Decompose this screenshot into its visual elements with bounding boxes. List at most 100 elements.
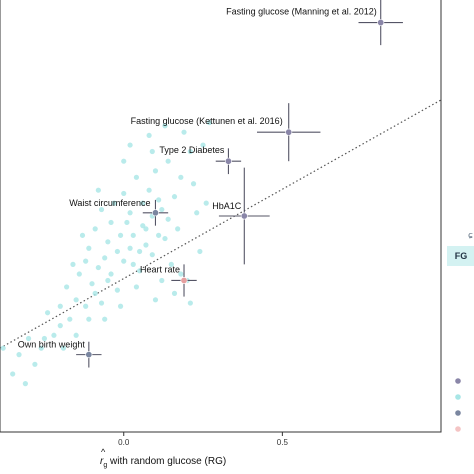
- background-point: [143, 226, 149, 232]
- background-point: [203, 200, 209, 206]
- point-marker: [224, 157, 232, 165]
- background-point: [140, 223, 146, 229]
- background-point: [117, 303, 124, 309]
- point-label: HbA1C: [212, 201, 242, 211]
- background-point: [127, 210, 133, 216]
- background-point: [86, 316, 92, 322]
- point-label: Own birth weight: [18, 340, 86, 350]
- highlighted-points: [85, 19, 385, 359]
- background-point: [152, 297, 159, 303]
- background-point: [162, 235, 168, 242]
- background-point: [102, 255, 108, 261]
- background-point: [16, 352, 22, 358]
- background-point: [175, 226, 181, 232]
- background-point: [73, 332, 79, 338]
- background-point: [111, 200, 117, 206]
- legend-dot: [455, 410, 461, 416]
- reference-line: [0, 99, 442, 349]
- background-point: [95, 264, 101, 271]
- background-point: [168, 261, 174, 267]
- x-axis-ticks: 0.0 0.5: [118, 432, 288, 447]
- background-point: [130, 261, 136, 267]
- point-labels: Fasting glucose (Manning et al. 2012) Fas…: [18, 7, 377, 350]
- background-point: [83, 258, 89, 264]
- background-point: [194, 210, 200, 216]
- point-marker: [285, 128, 293, 136]
- background-point: [67, 316, 73, 322]
- x-axis-label-symbol: r: [100, 456, 104, 467]
- legend-fragment-bg: [447, 246, 474, 266]
- x-axis-label-subscript: g: [103, 462, 107, 469]
- legend-dot: [455, 378, 461, 384]
- background-point: [162, 123, 168, 129]
- background-point: [105, 239, 111, 245]
- background-point: [76, 271, 82, 277]
- background-point: [25, 335, 32, 342]
- background-point: [171, 290, 178, 296]
- x-axis-label-hat: ^: [101, 447, 106, 457]
- background-point: [108, 271, 114, 277]
- background-point: [114, 287, 120, 293]
- background-point: [22, 381, 28, 387]
- background-point: [165, 158, 171, 164]
- point-label: Heart rate: [140, 264, 180, 274]
- background-point: [102, 316, 108, 322]
- background-point: [64, 284, 70, 290]
- background-point: [32, 361, 38, 367]
- background-point: [133, 174, 140, 180]
- background-point: [41, 335, 48, 342]
- background-point: [156, 197, 162, 203]
- point-marker: [85, 351, 93, 359]
- background-point: [190, 181, 197, 187]
- background-point: [181, 129, 187, 135]
- background-point: [114, 248, 120, 255]
- point-label: Type 2 Diabetes: [159, 145, 225, 155]
- background-point: [108, 219, 114, 226]
- legend-fragment-text: FG: [455, 251, 468, 261]
- background-point: [44, 310, 51, 316]
- background-point: [146, 132, 152, 139]
- background-point: [165, 216, 171, 222]
- background-point: [156, 232, 162, 238]
- background-point: [206, 119, 212, 126]
- point-marker: [240, 212, 248, 220]
- background-point: [121, 158, 127, 164]
- background-point: [124, 219, 130, 226]
- background-point: [121, 258, 127, 264]
- x-axis-label-text: with random glucose (RG): [107, 456, 226, 467]
- background-point: [117, 232, 124, 238]
- legend-dot: [455, 426, 461, 432]
- background-point: [197, 248, 203, 255]
- background-point: [73, 297, 79, 303]
- background-point: [152, 168, 159, 174]
- background-point: [171, 194, 178, 200]
- legend-fragment-glyph: ɕ: [468, 231, 473, 241]
- point-label: Waist circumference: [69, 198, 150, 208]
- background-point: [51, 332, 57, 338]
- background-point: [146, 187, 152, 193]
- background-point: [178, 271, 184, 277]
- background-point: [38, 345, 44, 351]
- x-tick-label: 0.0: [118, 438, 130, 447]
- background-point: [57, 323, 63, 329]
- background-point: [143, 242, 149, 248]
- legend-dots: [455, 378, 461, 432]
- background-point: [86, 245, 92, 251]
- x-tick-label: 0.5: [277, 438, 289, 447]
- background-point: [127, 245, 133, 251]
- point-marker: [180, 276, 188, 284]
- background-point: [89, 281, 95, 287]
- point-marker: [377, 19, 385, 27]
- background-point: [0, 345, 6, 351]
- background-point: [92, 290, 98, 296]
- background-point: [105, 277, 111, 284]
- legend-dot: [455, 394, 461, 400]
- background-point: [70, 261, 76, 267]
- point-label: Fasting glucose (Manning et al. 2012): [226, 7, 377, 17]
- background-point: [187, 148, 193, 155]
- background-point: [98, 206, 105, 213]
- background-point: [159, 277, 165, 284]
- background-point: [10, 371, 16, 377]
- background-point: [149, 148, 155, 155]
- background-points: [0, 119, 212, 387]
